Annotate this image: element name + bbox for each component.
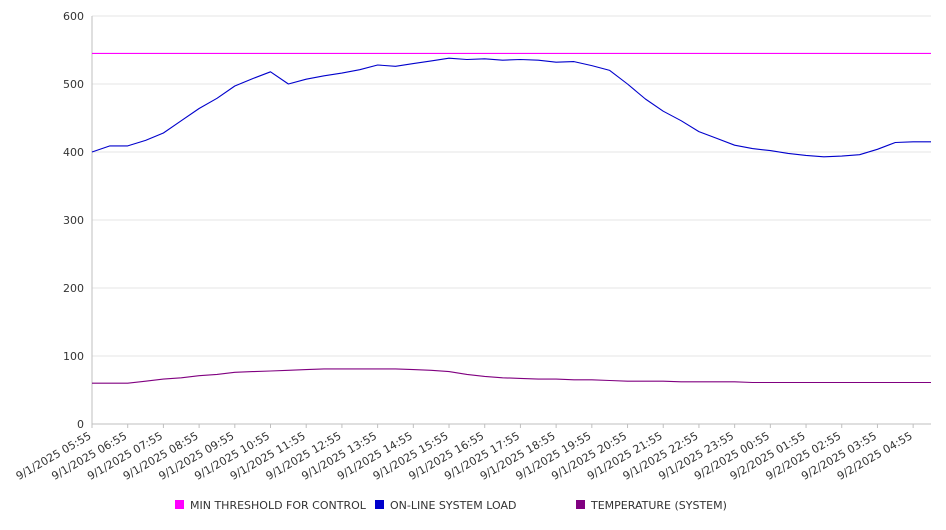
series-line-1	[91, 57, 931, 158]
y-tick-label: 300	[63, 214, 84, 227]
legend-swatch	[375, 500, 384, 509]
legend-swatch	[576, 500, 585, 509]
y-tick-label: 600	[63, 10, 84, 23]
legend-label: TEMPERATURE (SYSTEM)	[590, 499, 727, 512]
legend: MIN THRESHOLD FOR CONTROL ON-LINE SYSTEM …	[175, 499, 727, 512]
legend-label: MIN THRESHOLD FOR CONTROL	[190, 499, 367, 512]
grid-lines	[92, 15, 931, 357]
y-tick-label: 500	[63, 78, 84, 91]
series-lines	[91, 52, 931, 384]
series-line-2	[92, 368, 931, 384]
legend-swatch	[175, 500, 184, 509]
x-axis-tick-labels: 9/1/2025 05:559/1/2025 06:559/1/2025 07:…	[14, 429, 915, 483]
legend-label: ON-LINE SYSTEM LOAD	[390, 499, 516, 512]
y-tick-label: 0	[77, 418, 84, 431]
y-tick-label: 400	[63, 146, 84, 159]
y-tick-label: 200	[63, 282, 84, 295]
axes	[91, 16, 931, 428]
y-tick-label: 100	[63, 350, 84, 363]
y-axis-tick-labels: 0 100 200 300 400 500 600	[63, 10, 84, 431]
